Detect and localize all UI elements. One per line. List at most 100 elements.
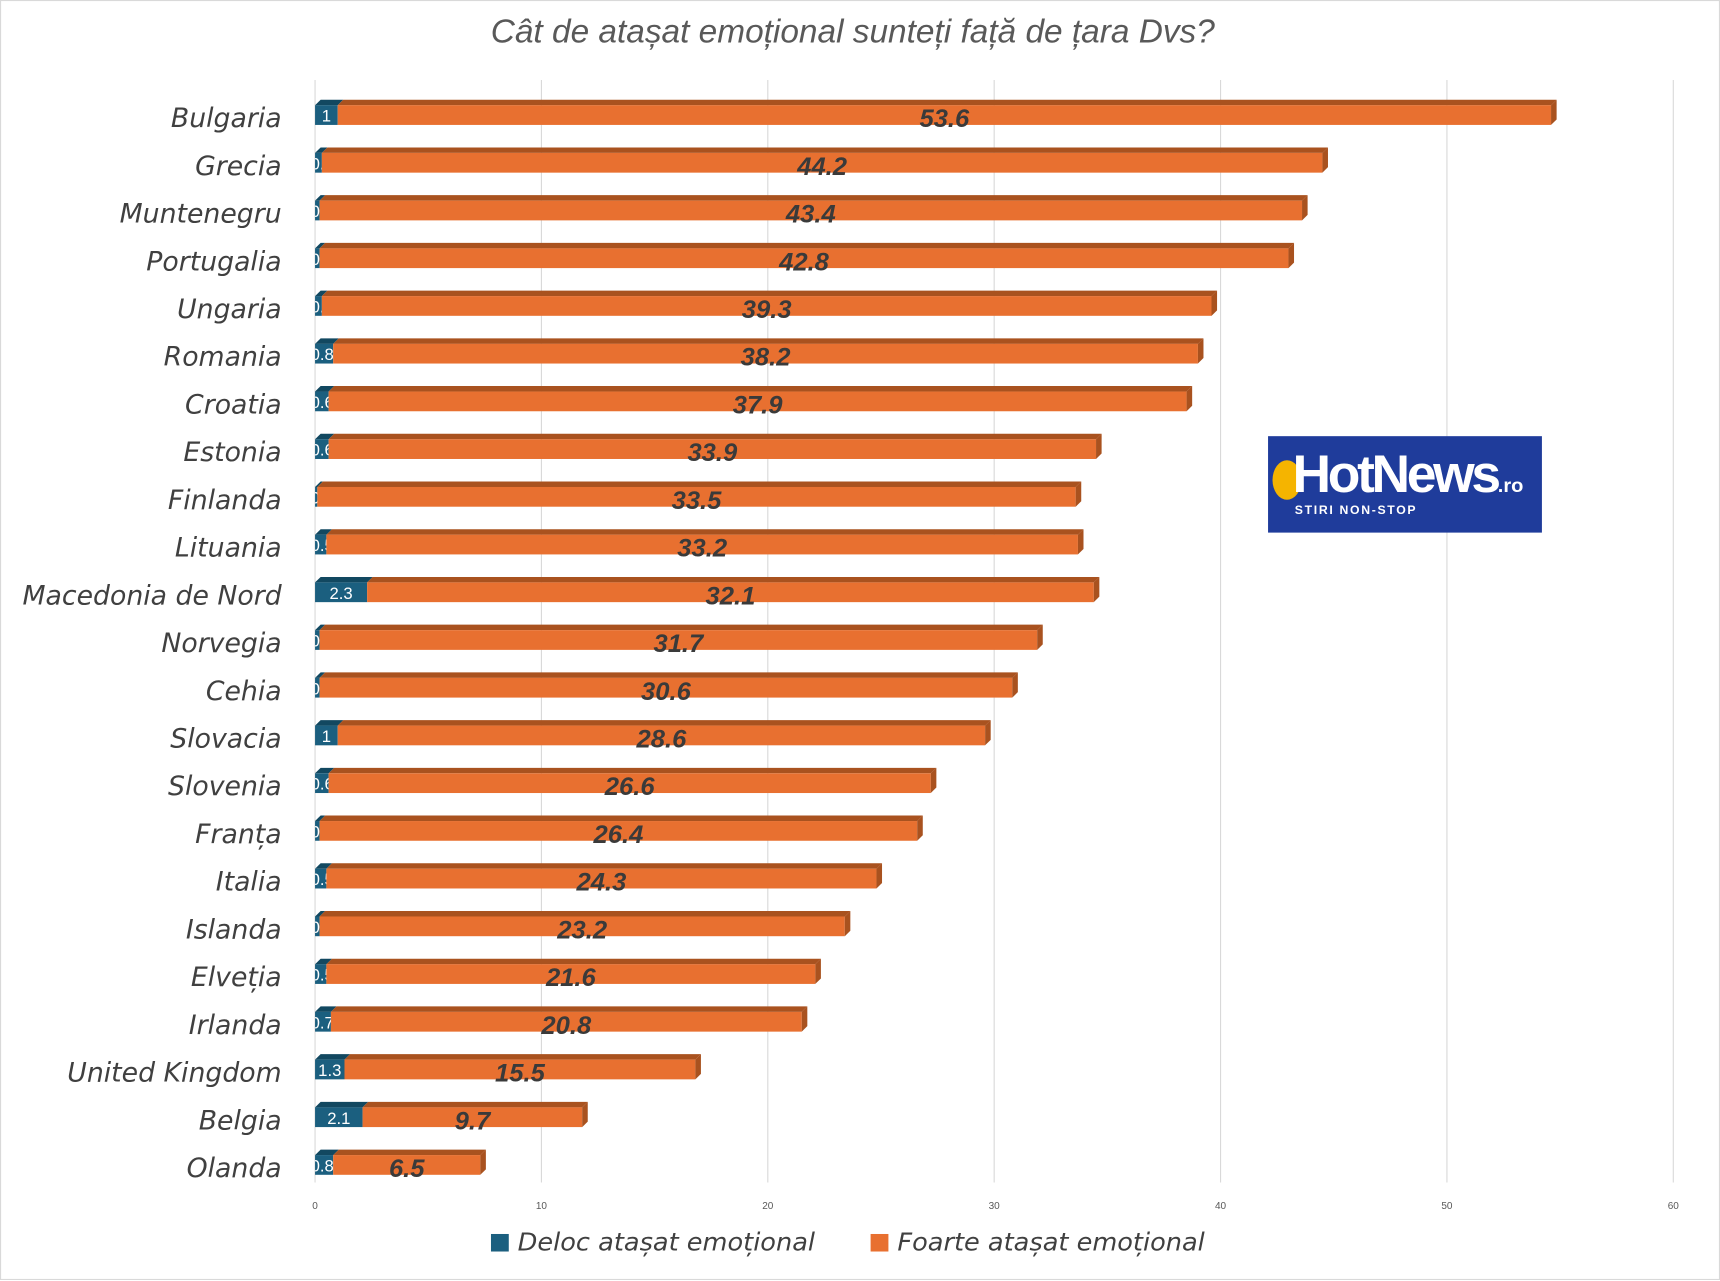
data-label-foarte: 33.5: [672, 487, 723, 515]
category-label: Cehia: [206, 676, 282, 707]
data-label-foarte: 9.7: [455, 1107, 492, 1135]
bar-deloc: [315, 958, 332, 984]
bar-foarte: [326, 958, 821, 984]
bar-foarte: [321, 290, 1218, 316]
x-tick-label: 0: [312, 1201, 318, 1212]
category-label: Macedonia de Nord: [23, 581, 282, 612]
x-tick-label: 50: [1441, 1201, 1453, 1212]
x-tick-label: 60: [1668, 1201, 1680, 1212]
chart-title: Cât de atașat emoțional sunteți față de …: [490, 14, 1215, 51]
bar-foarte: [333, 1149, 486, 1175]
bar-deloc: [315, 576, 373, 603]
bar-foarte: [319, 242, 1295, 269]
bar-foarte: [319, 910, 851, 937]
legend: Deloc atașat emoțional Foarte atașat emo…: [490, 1228, 1205, 1257]
bar-foarte: [319, 672, 1018, 698]
bar-foarte: [326, 529, 1084, 555]
data-label-foarte: 26.6: [604, 773, 656, 801]
data-label-deloc: 0.8: [311, 345, 334, 364]
logo-tagline: STIRI NON-STOP: [1294, 504, 1418, 518]
bar-foarte: [330, 1006, 808, 1032]
bar-deloc: [315, 910, 326, 937]
bar-deloc: [315, 433, 335, 459]
category-label: Estonia: [183, 437, 281, 468]
category-label: Bulgaria: [171, 103, 282, 134]
data-label-foarte: 23.2: [556, 917, 607, 945]
data-label-foarte: 31.7: [653, 630, 705, 658]
bar-deloc: [315, 624, 326, 650]
category-label: Belgia: [199, 1105, 282, 1136]
category-label: Slovenia: [168, 771, 282, 802]
data-label-foarte: 44.2: [796, 153, 847, 181]
data-label-foarte: 30.6: [641, 678, 692, 706]
x-tick-label: 20: [762, 1201, 774, 1212]
bar-foarte: [317, 481, 1082, 507]
x-tick-label: 10: [536, 1201, 548, 1212]
bar-foarte: [319, 815, 923, 841]
bar-deloc: [315, 767, 335, 794]
bar-foarte: [344, 1054, 701, 1080]
x-tick-label: 30: [989, 1201, 1001, 1212]
bar-foarte: [319, 195, 1308, 221]
bar-foarte: [328, 386, 1193, 412]
category-label: Portugalia: [146, 246, 281, 277]
category-label: Franța: [195, 819, 281, 850]
data-label-foarte: 21.6: [545, 964, 597, 992]
bar-deloc: [315, 672, 326, 698]
bar-deloc: [315, 147, 328, 173]
legend-label: Deloc atașat emoțional: [517, 1228, 816, 1257]
data-label-foarte: 43.4: [785, 201, 836, 229]
data-label-foarte: 38.2: [741, 344, 791, 372]
data-label-deloc: 0.7: [311, 1013, 334, 1032]
logo-suffix: .ro: [1497, 474, 1524, 497]
legend-item-deloc: Deloc atașat emoțional: [490, 1228, 816, 1257]
category-label: Olanda: [187, 1153, 282, 1184]
bar-deloc: [315, 99, 344, 125]
bar-deloc: [315, 338, 339, 364]
data-label-foarte: 39.3: [742, 296, 792, 324]
category-label: United Kingdom: [67, 1058, 281, 1089]
data-label-foarte: 33.2: [677, 535, 727, 563]
category-label: Ungaria: [177, 294, 282, 325]
bar-foarte: [321, 147, 1328, 173]
bar-foarte: [319, 624, 1043, 650]
category-label: Finlanda: [168, 485, 282, 516]
bar-foarte: [326, 863, 883, 889]
bar-deloc: [315, 1054, 351, 1080]
data-label-deloc: 2.1: [327, 1109, 350, 1128]
category-label: Norvegia: [161, 628, 281, 659]
bar-foarte: [328, 767, 937, 794]
bar-foarte: [333, 338, 1204, 364]
data-label-foarte: 24.3: [576, 869, 627, 897]
data-label-deloc: 2.3: [329, 584, 352, 603]
data-label-foarte: 53.6: [919, 105, 970, 133]
bar-deloc: [315, 720, 344, 746]
data-label-foarte: 6.5: [389, 1155, 425, 1183]
category-label: Islanda: [186, 915, 282, 946]
bar-foarte: [337, 99, 1557, 125]
sun-icon: [1272, 460, 1302, 500]
bar-foarte: [337, 720, 991, 746]
data-label-deloc: 1.3: [318, 1061, 341, 1080]
bar-foarte: [328, 433, 1102, 459]
bar-foarte: [367, 576, 1100, 603]
legend-swatch: [870, 1233, 889, 1252]
data-label-foarte: 42.8: [778, 248, 830, 276]
legend-swatch: [490, 1233, 509, 1252]
x-tick-label: 40: [1215, 1201, 1227, 1212]
bar-deloc: [315, 529, 332, 555]
bar-deloc: [315, 195, 326, 221]
bar-deloc: [315, 386, 335, 412]
bar-deloc: [315, 1101, 369, 1128]
hotnews-logo: HotNews.ro STIRI NON-STOP: [1268, 436, 1542, 533]
category-label: Croatia: [185, 390, 282, 421]
data-label-foarte: 28.6: [635, 726, 687, 754]
data-label-deloc: 0.8: [311, 1157, 334, 1176]
data-label-foarte: 33.9: [687, 439, 738, 467]
legend-label: Foarte atașat emoțional: [897, 1228, 1205, 1257]
data-label-deloc: 1: [322, 727, 331, 746]
bar-deloc: [315, 242, 326, 269]
bar-foarte: [362, 1101, 588, 1128]
bar-deloc: [315, 863, 332, 889]
